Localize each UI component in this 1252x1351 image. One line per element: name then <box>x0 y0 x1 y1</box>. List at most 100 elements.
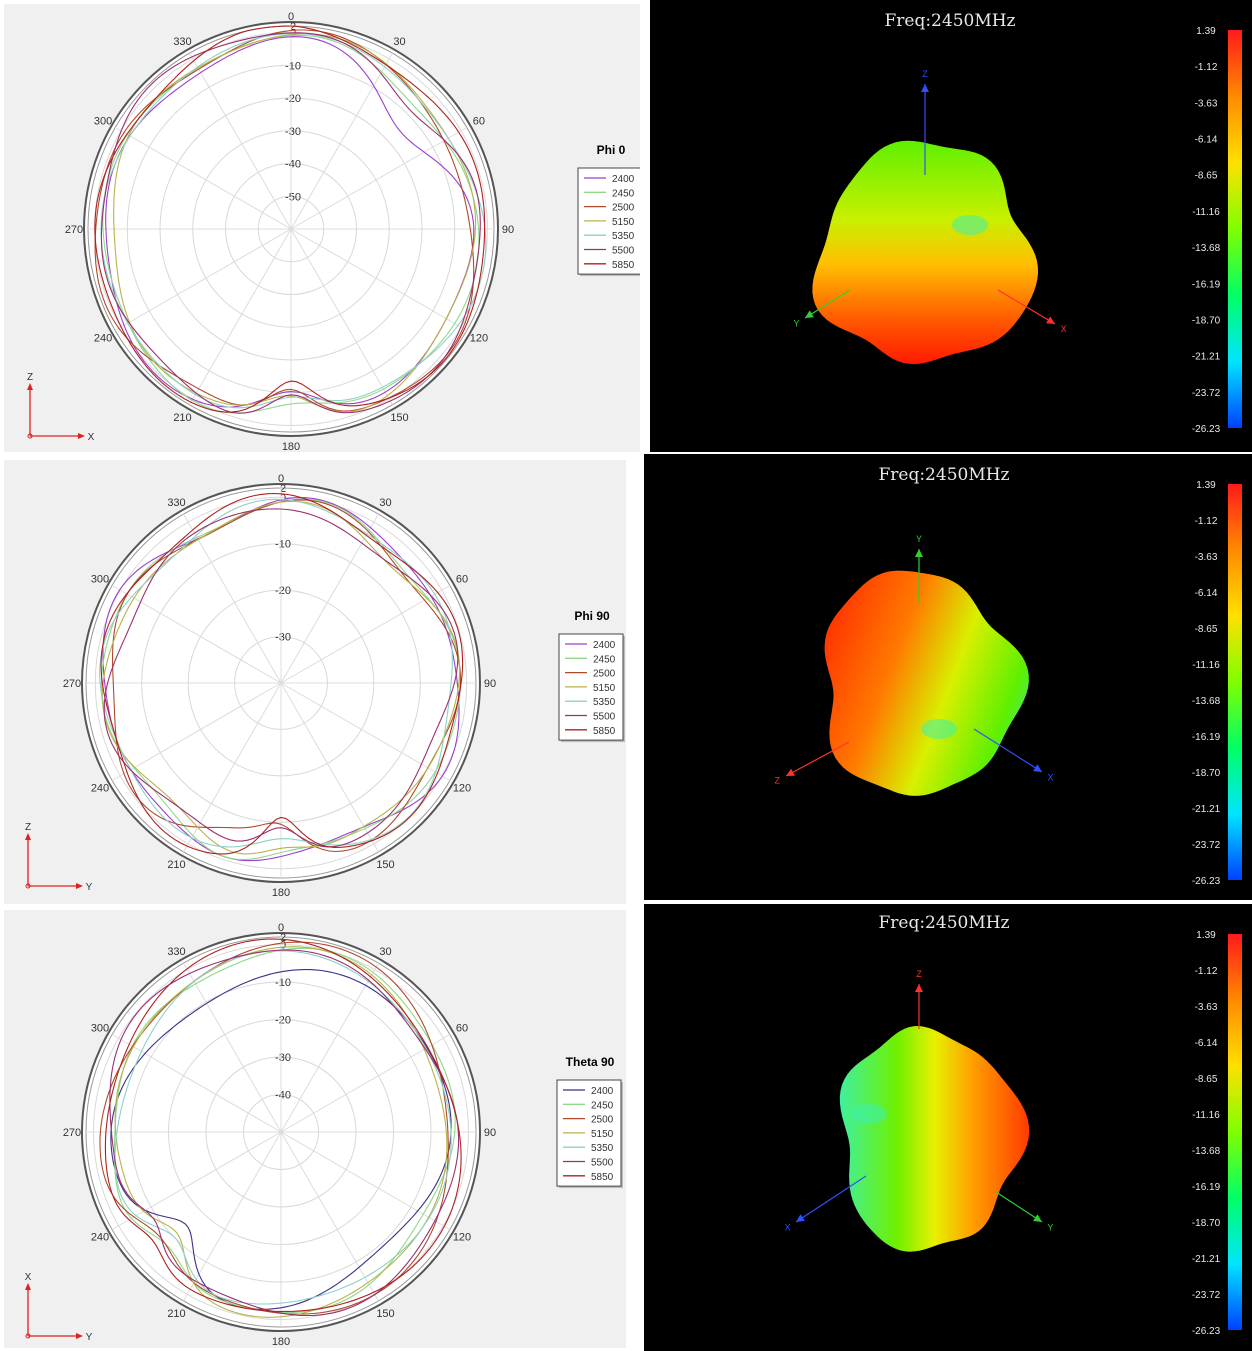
frequency-label: Freq:2450MHz <box>878 465 1009 485</box>
angle-label: 330 <box>167 946 185 958</box>
angle-label: 300 <box>94 116 112 128</box>
polar-spoke <box>280 513 379 684</box>
angle-label: 270 <box>65 224 83 236</box>
axis-3d-label: Z <box>922 69 928 79</box>
angle-label: 210 <box>173 412 191 424</box>
axis-3d-label: Z <box>916 969 922 979</box>
radial-tick-label: 2 <box>290 21 296 33</box>
colorbar-tick-label: -23.72 <box>1192 840 1221 851</box>
angle-label: 0 <box>288 11 294 23</box>
axis-3d-arrow-icon <box>921 84 929 92</box>
axis-indicator-origin <box>25 1333 31 1339</box>
axis-3d-line <box>997 289 1056 325</box>
radial-tick-label: 2 <box>280 483 286 495</box>
legend-entry: 5850 <box>591 1172 614 1183</box>
legend-entry: 5150 <box>612 217 635 228</box>
polar-spoke <box>111 1034 282 1133</box>
frequency-label: Freq:2450MHz <box>884 11 1015 31</box>
legend-title: Phi 0 <box>597 143 626 157</box>
radiation-3d-view-1: Freq:2450MHz Z Y X 1.39 -1.12 -3.63 -6.14 -8.65 -… <box>794 11 1242 435</box>
axes-indicator: ZX <box>27 372 95 443</box>
legend-entry: 5500 <box>593 712 616 723</box>
polar-chart-theta90: 20 -10 -20 -30 -40 0 30 60 90 120 150 180 210 240 270 3… <box>25 922 623 1348</box>
series-line-5500 <box>103 508 459 848</box>
colorbar-tick-label: -11.16 <box>1192 207 1220 218</box>
polar-panel-phi90: 2 0 -10 -20 -30 0 30 60 90 120 150 180 210 240 270 300 3… <box>4 460 626 904</box>
axis-arrow-icon <box>76 883 83 889</box>
axes-indicator: XY <box>25 1272 93 1343</box>
radiation-pattern-surface <box>839 1026 1030 1252</box>
angle-label: 0 <box>278 473 284 485</box>
pattern-null-region <box>952 215 988 235</box>
legend-entry: 5500 <box>612 246 635 257</box>
radial-tick-label: -20 <box>275 1015 291 1027</box>
series-line-2500 <box>94 29 475 412</box>
angle-label: 120 <box>453 1232 471 1244</box>
series-line-5350 <box>99 498 453 848</box>
polar-spoke <box>280 1131 451 1230</box>
series-line-5150 <box>114 946 448 1318</box>
radiation-3d-view-2: Freq:2450MHz Y Z X 1.39 -1.12 -3.63 -6.14 -8.65 -… <box>774 465 1242 887</box>
polar-spoke <box>189 228 292 406</box>
radiation-pattern-surface <box>824 570 1029 796</box>
colorbar-tick-label: -6.14 <box>1195 135 1218 146</box>
angle-label: 180 <box>282 441 300 452</box>
radial-tick-label: -20 <box>285 93 301 105</box>
axis-3d-arrow-icon <box>915 984 923 992</box>
series-line-5350 <box>100 32 487 409</box>
axis-3d-line <box>973 728 1043 773</box>
colorbar-tick-label: -21.21 <box>1192 352 1221 363</box>
colorbar-tick-label: -13.68 <box>1192 1146 1221 1157</box>
colorbar-tick-label: -21.21 <box>1192 1254 1221 1265</box>
colorbar-tick-label: -18.70 <box>1192 1218 1221 1229</box>
axis-indicator-origin <box>25 883 31 889</box>
legend-entry: 2450 <box>591 1100 614 1111</box>
angle-label: 60 <box>456 574 468 586</box>
angle-label: 300 <box>91 574 109 586</box>
colorbar-tick-label: -6.14 <box>1195 588 1218 599</box>
colorbar-tick-label: -23.72 <box>1192 1290 1221 1301</box>
angle-label: 300 <box>91 1023 109 1035</box>
series-line-5150 <box>101 500 461 855</box>
angle-label: 270 <box>63 678 81 690</box>
colorbar-tick-label: -8.65 <box>1195 624 1218 635</box>
axis-arrow-icon <box>25 1283 31 1290</box>
colorbar-tick-label: -11.16 <box>1192 1110 1220 1121</box>
angle-label: 180 <box>272 1336 290 1348</box>
radial-tick-label: -40 <box>285 159 301 171</box>
colorbar-tick-label: -23.72 <box>1192 388 1221 399</box>
legend-entry: 2450 <box>612 188 635 199</box>
legend-entry: 2400 <box>591 1086 614 1097</box>
angle-label: 240 <box>91 1232 109 1244</box>
angle-label: 90 <box>484 678 496 690</box>
axis-3d-arrow-icon <box>915 549 923 557</box>
polar-spoke <box>114 127 292 230</box>
angle-label: 240 <box>94 333 112 345</box>
legend-entry: 2500 <box>612 203 635 214</box>
angle-label: 150 <box>376 859 394 871</box>
legend-entry: 2450 <box>593 654 616 665</box>
colorbar-tick-label: -8.65 <box>1195 1074 1218 1085</box>
colorbar-tick-label: -21.21 <box>1192 804 1221 815</box>
axis-3d-arrow-icon <box>786 768 795 776</box>
radial-tick-label: -50 <box>285 191 301 203</box>
angle-label: 330 <box>167 497 185 509</box>
polar-chart-phi0: 20-10-20-30-40-5003060901201501802102402… <box>27 11 640 452</box>
legend-entry: 5150 <box>593 683 616 694</box>
polar-spoke <box>183 1131 282 1302</box>
axis-indicator-label-horizontal: X <box>88 432 95 443</box>
colorbar-tick-label: -6.14 <box>1195 1038 1218 1049</box>
legend: Phi 90 2400 2450 2500 5150 5350 5500 5850 <box>558 609 625 743</box>
legend-entry: 2400 <box>612 174 635 185</box>
colorbar-tick-label: -26.23 <box>1192 424 1221 435</box>
radial-tick-label: 0 <box>280 492 286 504</box>
series-line-5500 <box>109 949 460 1317</box>
radial-tick-label: -10 <box>285 60 301 72</box>
angle-label: 60 <box>473 116 485 128</box>
angle-label: 0 <box>278 922 284 934</box>
series-line-2400 <box>110 969 452 1310</box>
axis-3d-arrow-icon <box>1046 316 1055 324</box>
polar-spoke <box>290 228 393 406</box>
angle-label: 30 <box>379 497 391 509</box>
axis-arrow-icon <box>76 1333 83 1339</box>
